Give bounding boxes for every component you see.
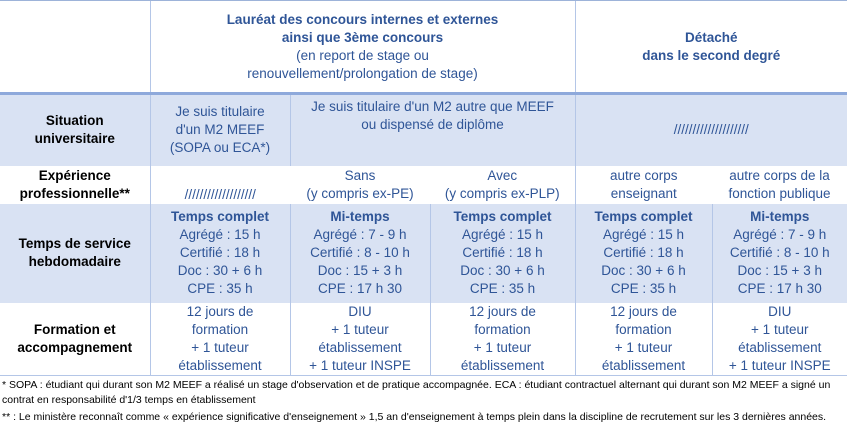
cell-text: Agrégé : 15 h [602, 227, 685, 242]
cell-text: Doc : 15 + 3 h [737, 263, 822, 278]
header-laureat: Lauréat des concours internes et externe… [149, 0, 575, 94]
stage-conditions-table: Lauréat des concours internes et externe… [0, 0, 847, 376]
cell-text: Agrégé : 7 - 9 h [733, 227, 827, 242]
footnotes: * SOPA : étudiant qui durant son M2 MEEF… [0, 376, 847, 425]
row-situation: Situation universitaire Je suis titulaire… [0, 92, 847, 166]
cell-text: professionnelle** [19, 185, 130, 201]
cell-text: + 1 tuteur INSPE [309, 357, 411, 373]
cell-text: d'un M2 MEEF [175, 122, 265, 138]
cell-text: + 1 tuteur [473, 339, 532, 355]
cell-text: Certifié : 18 h [179, 245, 261, 260]
cell-text: (y compris ex-PLP) [444, 185, 560, 201]
cell-text: établissement [178, 357, 262, 373]
cell-text: (SOPA ou ECA*) [169, 140, 271, 156]
cell-text: Doc : 30 + 6 h [601, 263, 686, 278]
cell-text: Temps complet [453, 209, 552, 224]
row-label: Temps de service hebdomadaire [0, 203, 150, 303]
cell-text: Avec [487, 167, 518, 183]
cell-text: + 1 tuteur INSPE [728, 357, 831, 373]
cell-text: Agrégé : 7 - 9 h [313, 227, 407, 242]
cell-text: CPE : 35 h [187, 281, 253, 296]
row-label: Expérience professionnelle** [0, 166, 150, 204]
cell-text: Doc : 15 + 3 h [317, 263, 403, 278]
cell-text: CPE : 17 h 30 [317, 281, 403, 296]
cell-text: formation [615, 321, 672, 337]
cell-text: enseignant [610, 185, 677, 201]
cell-text: CPE : 35 h [610, 281, 677, 296]
cell-text: autre corps [609, 167, 678, 183]
cell-text: établissement [738, 339, 822, 355]
row-label: Situation universitaire [0, 92, 150, 166]
cell-text: Mi-temps [330, 209, 390, 224]
cell-text: fonction publique [728, 185, 831, 201]
cell-text: universitaire [34, 131, 115, 147]
cell-text: Certifié : 18 h [462, 245, 543, 260]
cell-text: Temps de service [18, 236, 131, 251]
cell-text: + 1 tuteur [191, 339, 249, 355]
cell-text: Certifié : 18 h [603, 245, 684, 260]
cell-text: Détaché [684, 29, 738, 45]
header-detache: Détaché dans le second degré [574, 0, 847, 94]
cell-text: 12 jours de [610, 303, 677, 319]
cell-text: établissement [601, 357, 686, 373]
cell-text: CPE : 17 h 30 [737, 281, 822, 296]
cell-text: Temps complet [170, 209, 270, 224]
cell-text: dans le second degré [642, 47, 781, 63]
row-label: Formation et accompagnement [0, 302, 150, 376]
footnote-sopa-eca: * SOPA : étudiant qui durant son M2 MEEF… [2, 379, 831, 406]
cell-text: + 1 tuteur [331, 321, 389, 337]
cell-text: /////////////////// [184, 186, 256, 202]
row-temps: Temps de service hebdomadaire Temps compl… [0, 203, 847, 303]
cell-text: hebdomadaire [28, 254, 121, 269]
cell-text: ou dispensé de diplôme [361, 117, 504, 132]
cell-text: Je suis titulaire [175, 104, 265, 120]
cell-text: DIU [768, 303, 792, 319]
cell-text: Situation [45, 113, 104, 129]
cell-text: Doc : 30 + 6 h [177, 263, 263, 278]
cell-text: Formation et [33, 321, 116, 337]
cell-text: (en report de stage ou [296, 47, 429, 63]
row-experience: Expérience professionnelle** ////////////… [0, 165, 847, 204]
cell-text: établissement [318, 339, 402, 355]
cell-text: //////////////////// [673, 122, 749, 138]
cell-text: 12 jours de [469, 303, 536, 319]
cell-text: renouvellement/prolongation de stage) [247, 65, 478, 81]
cell-text: Temps complet [594, 209, 693, 224]
cell-text: 12 jours de [186, 303, 254, 319]
cell-text: Doc : 30 + 6 h [460, 263, 545, 278]
header-row: Lauréat des concours internes et externe… [0, 0, 847, 94]
cell-text: autre corps de la [729, 167, 830, 183]
cell-text: Expérience [38, 167, 111, 183]
cell-text: DIU [348, 303, 372, 319]
footnote-experience: ** : Le ministère reconnaît comme « expé… [2, 411, 827, 423]
cell-text: Certifié : 8 - 10 h [310, 245, 410, 260]
cell-text: ainsi que 3ème concours [281, 29, 444, 45]
cell-text: établissement [460, 357, 545, 373]
cell-text: Certifié : 8 - 10 h [729, 245, 830, 260]
cell-text: CPE : 35 h [469, 281, 536, 296]
cell-text: + 1 tuteur [751, 321, 809, 337]
cell-text: Lauréat des concours internes et externe… [226, 11, 499, 27]
cell-text: formation [191, 321, 249, 337]
cell-text: formation [474, 321, 531, 337]
cell-text: Agrégé : 15 h [179, 227, 261, 242]
row-formation: Formation et accompagnement 12 jours de fo… [0, 302, 847, 376]
cell-text: + 1 tuteur [614, 339, 673, 355]
cell-text: Sans [344, 167, 376, 183]
cell-text: Agrégé : 15 h [461, 227, 544, 242]
cell-text: accompagnement [17, 339, 133, 355]
cell-text: Mi-temps [750, 209, 810, 224]
cell-text: Je suis titulaire d'un M2 autre que MEEF [311, 99, 554, 114]
cell-text: (y compris ex-PE) [306, 185, 414, 201]
